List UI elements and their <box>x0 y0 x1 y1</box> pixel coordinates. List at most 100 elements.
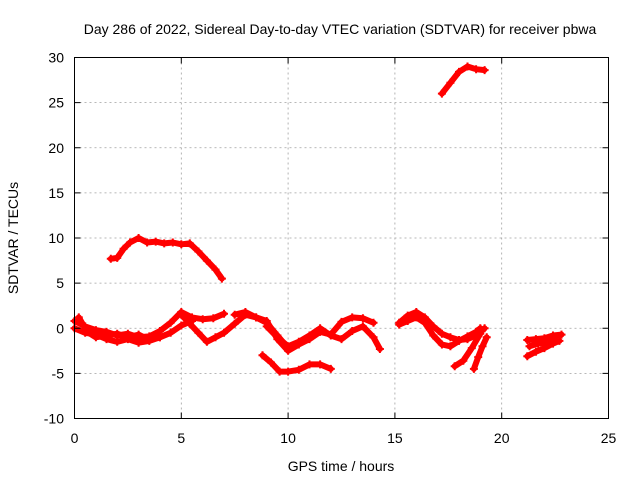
series-layer <box>70 62 566 376</box>
x-tick-label: 25 <box>601 430 617 446</box>
data-point <box>420 318 429 327</box>
data-point <box>166 328 175 337</box>
data-point <box>455 336 463 345</box>
data-point <box>211 265 220 274</box>
data-point <box>145 336 154 344</box>
data-point <box>230 310 239 319</box>
series-line-arc-7 <box>263 323 383 352</box>
data-point <box>211 333 220 342</box>
data-point <box>395 320 404 329</box>
data-point <box>523 352 532 361</box>
data-point <box>91 333 100 342</box>
series-line-arc-16 <box>526 336 559 350</box>
data-point <box>446 333 455 342</box>
data-point <box>198 315 207 324</box>
data-point <box>534 339 542 348</box>
data-point <box>369 333 378 342</box>
data-point <box>185 319 194 328</box>
data-point <box>369 318 378 327</box>
y-axis-title: SDTVAR / TECUs <box>5 182 21 294</box>
data-point <box>177 240 186 249</box>
data-point <box>134 330 143 339</box>
data-point <box>294 365 303 374</box>
data-point <box>284 367 293 376</box>
grid <box>74 57 609 419</box>
data-point <box>474 353 483 362</box>
x-tick-label: 0 <box>71 430 79 446</box>
data-point <box>557 330 566 339</box>
data-point <box>194 328 203 337</box>
data-point <box>143 238 152 247</box>
data-point <box>480 66 489 75</box>
data-point <box>273 333 282 342</box>
data-point <box>459 356 468 365</box>
data-point <box>429 331 438 340</box>
data-point <box>358 314 367 323</box>
y-tick-label: 5 <box>56 275 64 291</box>
data-point <box>326 331 335 340</box>
data-point <box>119 244 128 253</box>
data-point <box>469 364 478 373</box>
data-point <box>326 364 335 373</box>
data-point <box>305 331 314 340</box>
y-tick-label: 10 <box>48 230 64 246</box>
data-point <box>123 333 132 342</box>
data-point <box>337 335 346 344</box>
data-point <box>134 338 143 347</box>
data-point <box>252 313 261 322</box>
data-point <box>437 329 446 338</box>
data-point <box>126 238 134 247</box>
data-point <box>284 342 293 351</box>
data-point <box>134 234 143 242</box>
data-point <box>217 274 226 283</box>
x-tick-label: 10 <box>280 430 296 446</box>
series-line-arc-13 <box>438 63 488 97</box>
data-point <box>113 253 122 262</box>
data-point <box>194 247 203 256</box>
x-tick-label: 15 <box>387 430 403 446</box>
y-tick-label: 15 <box>48 185 64 201</box>
data-point <box>463 332 472 341</box>
data-point <box>202 337 211 346</box>
data-point <box>316 324 325 333</box>
data-point <box>348 327 357 335</box>
data-point <box>482 333 491 342</box>
data-point <box>316 360 325 369</box>
x-tick-label: 5 <box>177 430 185 446</box>
data-point <box>467 344 476 353</box>
data-point <box>437 89 446 98</box>
data-point <box>450 362 459 371</box>
data-point <box>83 327 92 336</box>
data-point <box>160 239 169 248</box>
series-line-arc-12 <box>470 334 490 372</box>
data-point <box>375 345 384 353</box>
data-point <box>258 351 267 360</box>
chart-title: Day 286 of 2022, Sidereal Day-to-day VTE… <box>84 21 597 37</box>
data-point <box>463 62 472 71</box>
y-tick-label: 30 <box>48 50 64 66</box>
data-point <box>262 322 271 331</box>
y-tick-label: 0 <box>56 320 64 336</box>
data-point <box>542 338 551 347</box>
y-tick-label: 20 <box>48 140 64 156</box>
data-point <box>437 340 446 349</box>
data-point <box>523 336 532 344</box>
data-point <box>476 329 485 338</box>
data-point <box>275 367 284 376</box>
data-point <box>220 309 228 318</box>
x-axis-title: GPS time / hours <box>288 458 395 474</box>
x-tick-label: 20 <box>494 430 510 446</box>
data-point <box>478 342 487 351</box>
data-point <box>102 331 111 340</box>
data-point <box>412 313 421 322</box>
data-point <box>168 238 177 247</box>
y-tick-label: -10 <box>44 411 64 427</box>
data-point <box>166 318 175 327</box>
data-point <box>551 335 560 344</box>
data-point <box>294 337 303 346</box>
data-point <box>177 310 186 319</box>
data-point <box>113 337 122 346</box>
data-point <box>155 333 164 342</box>
data-point <box>531 347 540 356</box>
